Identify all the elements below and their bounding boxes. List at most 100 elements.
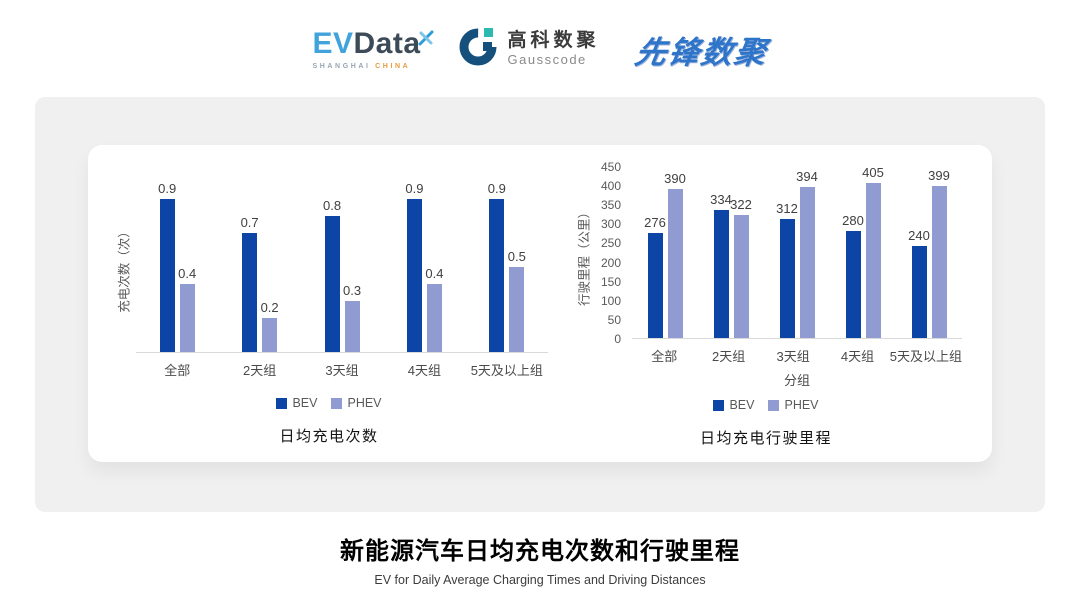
page-subtitle: EV for Daily Average Charging Times and … [374,573,706,587]
evdata-logo-text: EVData [312,26,434,60]
x-axis-category-label: 2天组 [242,363,277,378]
chart-title: 日均充电次数 [279,428,379,445]
y-axis-tick: 300 [600,217,621,232]
bev-bar [713,210,729,338]
bar-group: 0.9 0.4 [136,181,218,352]
gausscode-en-text: Gausscode [507,51,587,67]
chart-title: 日均充电行驶里程 [699,430,832,447]
bar-group: 276 390 [632,167,698,338]
y-axis-label-wrap: 行驶里程（公里） [570,167,596,389]
bar-group: 334 322 [698,167,764,338]
bars-plot: 0.9 0.4 0.7 0.2 0.8 0.3 0.9 0.4 0.9 0.5 [136,181,548,353]
x-axis-category-label: 4天组 [407,363,442,378]
x-axis-label: 分组 [783,373,810,388]
gausscode-logo-text: 高科数聚 Gausscode [507,29,600,67]
evdata-propeller-icon [417,23,435,53]
bar-slot: 312 [776,167,798,338]
legend-label: BEV [292,396,318,410]
x-axis-categories: 全部 2天组 3天组 4天组 5天及以上组 [136,360,548,379]
legend-swatch-icon [331,397,343,409]
chart-legend: BEV PHEV [570,398,962,412]
bev-bar [845,230,861,338]
x-axis-category-label: 2天组 [712,349,746,364]
evdata-logo: EVData SHANGHAI CHINA [312,26,434,70]
legend-item-phev: PHEV [768,398,819,412]
phev-bar [931,185,947,338]
legend-label: BEV [729,398,755,412]
bar-value-label: 240 [908,228,930,244]
chart-plot-area: 充电次数（次） 0.9 0.4 0.7 0.2 0.8 0.3 0.9 0.4 0.9 0.5 全… [110,181,548,379]
bar-value-label: 334 [710,192,732,208]
gray-panel: 充电次数（次） 0.9 0.4 0.7 0.2 0.8 0.3 0.9 0.4 0.9 0.5 全… [35,97,1045,512]
legend-item-phev: PHEV [331,396,382,410]
bar-value-label: 399 [928,167,950,183]
gausscode-cn-text: 高科数聚 [507,29,600,51]
evdata-sub-china: CHINA [375,62,411,70]
x-axis-category-label: 全部 [651,349,678,364]
legend-label: PHEV [784,398,819,412]
bar-value-label: 0.3 [342,283,362,298]
bev-bar [779,218,795,338]
bar-slot: 0.3 [342,183,362,352]
bar-value-label: 0.5 [507,249,526,264]
bar-slot: 0.7 [240,183,259,352]
plot-column: 0.9 0.4 0.7 0.2 0.8 0.3 0.9 0.4 0.9 0.5 全部 2天组 3天组 4… [136,181,548,379]
bar-slot: 280 [842,167,864,338]
chart-daily-charging-times: 充电次数（次） 0.9 0.4 0.7 0.2 0.8 0.3 0.9 0.4 0.9 0.5 全… [110,145,548,462]
bar-group: 280 405 [830,165,896,338]
x-axis-category-label: 全部 [164,363,191,378]
gausscode-logo: 高科数聚 Gausscode [457,26,600,73]
chart-legend: BEV PHEV [110,396,548,410]
evdata-sub-shanghai: SHANGHAI [312,62,371,70]
header-logo-bar: EVData SHANGHAI CHINA 高科数聚 Gausscode [0,18,1080,80]
phev-bar [344,301,360,352]
bar-value-label: 0.4 [178,266,197,281]
legend-item-bev: BEV [276,396,317,410]
page-title: 新能源汽车日均充电次数和行驶里程 [340,538,740,565]
bar-value-label: 0.9 [487,181,506,196]
phev-bar [262,318,278,352]
bar-group: 240 399 [896,167,962,338]
x-axis-category-label: 3天组 [776,349,810,364]
bar-value-label: 280 [842,212,864,228]
bar-slot: 0.2 [261,183,279,352]
y-axis-tick: 450 [600,160,621,174]
phev-bar [667,188,683,338]
bar-slot: 390 [664,167,686,338]
y-axis-label: 充电次数（次） [117,225,132,313]
bar-value-label: 312 [776,200,798,216]
bar-slot: 0.9 [487,181,506,352]
bar-group: 0.9 0.5 [466,181,548,352]
phev-bar [179,284,195,352]
phev-bar [733,214,749,338]
bar-slot: 405 [862,165,884,338]
phev-bar [509,267,525,352]
legend-item-bev: BEV [713,398,754,412]
bar-slot: 0.9 [405,181,423,352]
y-axis-ticks: 450 400 350 300 250 200 150 100 50 0 [596,160,626,346]
evdata-data-text: Data [353,26,421,60]
bars-plot: 276 390 334 322 312 394 280 405 240 399 [632,165,962,339]
bar-slot: 0.9 [158,181,176,352]
y-axis-tick: 50 [607,312,621,327]
pioneer-data-logo: 先锋数聚 [631,34,771,70]
footer: 新能源汽车日均充电次数和行驶里程 EV for Daily Average Ch… [0,531,1080,587]
bar-slot: 0.4 [178,183,197,352]
x-axis-category-label: 5天及以上组 [889,349,962,364]
bev-bar [489,199,505,352]
bar-slot: 0.8 [323,183,341,352]
bar-value-label: 276 [644,214,666,230]
bar-value-label: 0.7 [240,215,259,230]
bar-slot: 0.4 [425,183,443,352]
y-axis-tick: 400 [600,179,621,194]
y-axis-label-wrap: 充电次数（次） [110,183,136,379]
x-axis-category-label: 5天及以上组 [470,363,543,378]
y-axis-tick: 250 [600,236,621,251]
legend-swatch-icon [768,399,780,411]
bev-bar [911,246,927,338]
bar-value-label: 390 [664,170,686,186]
x-axis-category-label: 3天组 [325,363,359,378]
phev-bar [799,187,815,338]
bar-slot: 394 [796,167,818,338]
bar-slot: 276 [644,167,666,338]
